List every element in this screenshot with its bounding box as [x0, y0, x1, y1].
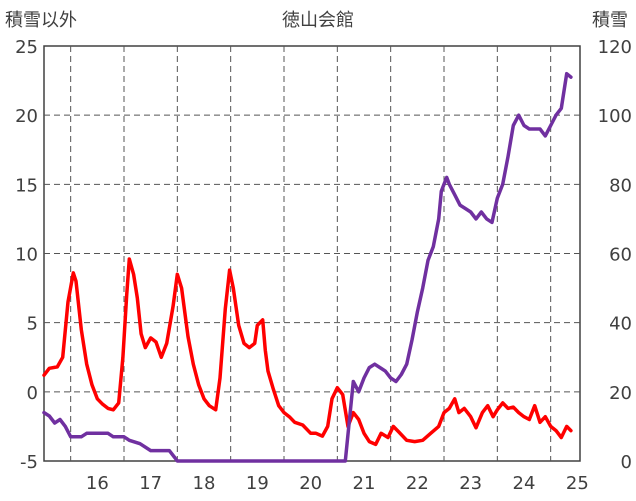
- x-tick-label: 17: [139, 473, 162, 494]
- x-tick-label: 16: [86, 473, 109, 494]
- right-tick-label: 0: [621, 452, 632, 473]
- x-tick-label: 23: [459, 473, 482, 494]
- x-tick-label: 22: [406, 473, 429, 494]
- left-tick-label: 5: [27, 314, 38, 335]
- x-tick-label: 19: [246, 473, 269, 494]
- x-axis-ticks: 16 17 18 19 20 21 22 23 24 25: [86, 473, 589, 494]
- right-tick-label: 60: [609, 245, 632, 266]
- plot-area: [43, 45, 581, 462]
- right-tick-label: 20: [609, 383, 632, 404]
- left-tick-label: 20: [15, 106, 38, 127]
- left-tick-label: 10: [15, 245, 38, 266]
- gridlines: [44, 46, 580, 461]
- right-tick-label: 120: [598, 37, 632, 58]
- left-axis-title: 積雪以外: [5, 10, 77, 31]
- left-tick-label: 0: [27, 383, 38, 404]
- chart-title: 徳山会館: [282, 10, 354, 31]
- left-tick-label: 25: [15, 37, 38, 58]
- left-axis-ticks: 25 20 15 10 5 0 -5: [15, 37, 38, 473]
- x-tick-label: 18: [193, 473, 216, 494]
- series-line-purple: [42, 71, 573, 463]
- right-axis-ticks: 120 100 80 60 40 20 0: [598, 37, 632, 473]
- right-tick-label: 80: [609, 175, 632, 196]
- right-axis-title: 積雪: [592, 10, 628, 31]
- x-tick-label: 25: [566, 473, 589, 494]
- series-line-red: [42, 257, 573, 447]
- series-group: [42, 71, 573, 463]
- right-tick-label: 100: [598, 106, 632, 127]
- x-tick-label: 24: [513, 473, 536, 494]
- right-tick-label: 40: [609, 314, 632, 335]
- left-tick-label: -5: [20, 452, 38, 473]
- left-tick-label: 15: [15, 175, 38, 196]
- x-tick-label: 20: [299, 473, 322, 494]
- x-tick-label: 21: [353, 473, 376, 494]
